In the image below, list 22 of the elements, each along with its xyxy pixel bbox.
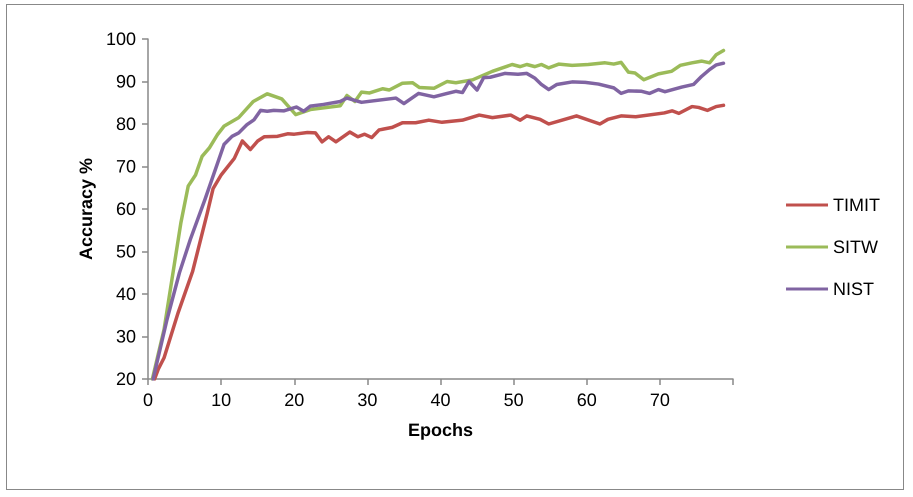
x-tick-label: 40 <box>430 390 451 410</box>
y-tick-label: 50 <box>116 242 136 262</box>
x-axis-title: Epochs <box>408 420 474 440</box>
legend-label: TIMIT <box>833 195 880 215</box>
y-tick-label: 90 <box>116 72 136 92</box>
y-tick-label: 80 <box>116 114 136 134</box>
x-tick-label: 50 <box>504 390 524 410</box>
y-tick-label: 100 <box>106 29 136 49</box>
y-tick-label: 30 <box>116 326 136 346</box>
y-axis-title: Accuracy % <box>76 158 96 260</box>
y-tick-label: 70 <box>116 156 136 176</box>
x-tick-label: 0 <box>142 390 154 410</box>
x-tick-label: 70 <box>650 390 670 410</box>
x-tick-label: 60 <box>576 390 597 410</box>
y-tick-label: 40 <box>116 284 136 304</box>
x-tick-label: 10 <box>211 390 232 410</box>
y-tick-label: 20 <box>116 369 136 389</box>
legend-label: NIST <box>833 279 874 299</box>
x-tick-label: 20 <box>284 390 304 410</box>
y-tick-label: 60 <box>116 199 136 219</box>
x-tick-label: 30 <box>357 390 378 410</box>
legend-label: SITW <box>833 237 878 257</box>
